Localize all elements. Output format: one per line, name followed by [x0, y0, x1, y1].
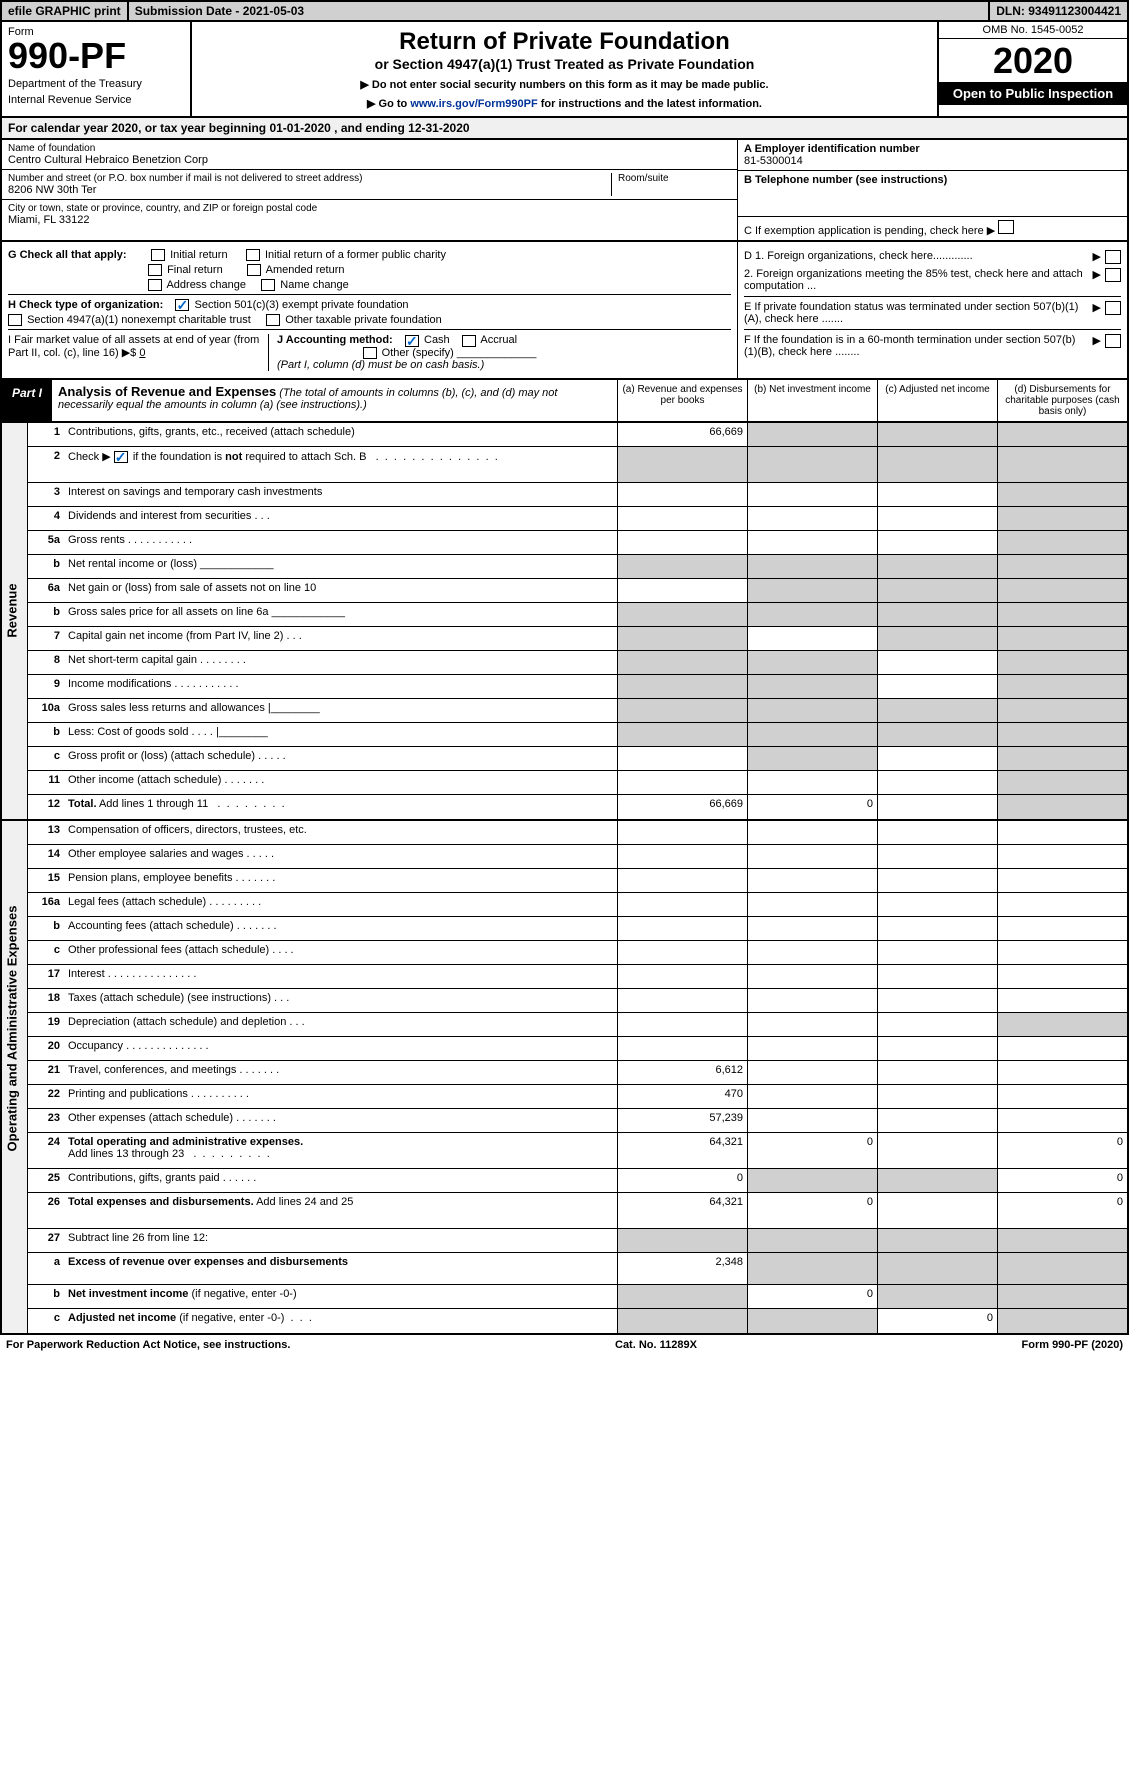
sch-b-checkbox[interactable] [114, 451, 128, 463]
footer-center: Cat. No. 11289X [615, 1339, 697, 1351]
4947-checkbox[interactable] [8, 314, 22, 326]
exemption-checkbox[interactable] [998, 220, 1014, 234]
final-return-checkbox[interactable] [148, 264, 162, 276]
form-header: Form 990-PF Department of the Treasury I… [0, 22, 1129, 118]
501c3-checkbox[interactable] [175, 299, 189, 311]
calendar-year-line: For calendar year 2020, or tax year begi… [0, 118, 1129, 140]
top-bar: efile GRAPHIC print Submission Date - 20… [0, 0, 1129, 22]
ein-value: 81-5300014 [744, 155, 803, 167]
revenue-side-label: Revenue [5, 570, 20, 650]
cash-checkbox[interactable] [405, 335, 419, 347]
col-b-header: (b) Net investment income [747, 380, 877, 421]
dept-irs: Internal Revenue Service [8, 94, 184, 106]
e-label: E If private foundation status was termi… [744, 301, 1089, 325]
efile-label: efile GRAPHIC print [2, 2, 129, 20]
other-method-checkbox[interactable] [363, 347, 377, 359]
f-checkbox[interactable] [1105, 334, 1121, 348]
j-label: J Accounting method: [277, 334, 393, 346]
omb-number: OMB No. 1545-0052 [939, 22, 1127, 39]
form-note1: ▶ Do not enter social security numbers o… [198, 78, 931, 91]
i-label: I Fair market value of all assets at end… [8, 334, 259, 359]
col-d-header: (d) Disbursements for charitable purpose… [997, 380, 1127, 421]
ein-label: A Employer identification number [744, 143, 920, 155]
page-footer: For Paperwork Reduction Act Notice, see … [0, 1335, 1129, 1355]
dept-treasury: Department of the Treasury [8, 78, 184, 90]
form-subtitle: or Section 4947(a)(1) Trust Treated as P… [198, 56, 931, 72]
open-to-public: Open to Public Inspection [939, 82, 1127, 105]
i-value: 0 [139, 347, 145, 359]
footer-left: For Paperwork Reduction Act Notice, see … [6, 1339, 290, 1351]
form-number: 990-PF [8, 38, 184, 74]
name-label: Name of foundation [8, 143, 731, 154]
addr-label: Number and street (or P.O. box number if… [8, 173, 611, 184]
dln: DLN: 93491123004421 [990, 2, 1127, 20]
foundation-name: Centro Cultural Hebraico Benetzion Corp [8, 154, 731, 166]
address-change-checkbox[interactable] [148, 279, 162, 291]
part1-header: Part I Analysis of Revenue and Expenses … [0, 380, 1129, 423]
expenses-side-label: Operating and Administrative Expenses [5, 898, 20, 1158]
accrual-checkbox[interactable] [462, 335, 476, 347]
phone-label: B Telephone number (see instructions) [744, 174, 947, 186]
initial-return-checkbox[interactable] [151, 249, 165, 261]
j-note: (Part I, column (d) must be on cash basi… [277, 359, 484, 371]
d2-checkbox[interactable] [1105, 268, 1121, 282]
expenses-table: Operating and Administrative Expenses 13… [0, 821, 1129, 1335]
footer-right: Form 990-PF (2020) [1022, 1339, 1124, 1351]
part1-label: Part I [2, 380, 52, 421]
d1-label: D 1. Foreign organizations, check here..… [744, 250, 1089, 264]
irs-link[interactable]: www.irs.gov/Form990PF [410, 98, 537, 110]
col-a-header: (a) Revenue and expenses per books [617, 380, 747, 421]
g-label: G Check all that apply: [8, 249, 127, 261]
city-label: City or town, state or province, country… [8, 203, 731, 214]
form-note2: ▶ Go to www.irs.gov/Form990PF for instru… [198, 97, 931, 110]
check-section: G Check all that apply: Initial return I… [0, 242, 1129, 380]
exemption-pending-label: C If exemption application is pending, c… [744, 225, 984, 237]
city-state-zip: Miami, FL 33122 [8, 214, 731, 226]
d1-checkbox[interactable] [1105, 250, 1121, 264]
form-title-block: Return of Private Foundation or Section … [192, 22, 937, 116]
tax-year: 2020 [939, 39, 1127, 82]
other-taxable-checkbox[interactable] [266, 314, 280, 326]
form-year-block: OMB No. 1545-0052 2020 Open to Public In… [937, 22, 1127, 116]
submission-date: Submission Date - 2021-05-03 [129, 2, 991, 20]
identification-block: Name of foundation Centro Cultural Hebra… [0, 140, 1129, 242]
h-label: H Check type of organization: [8, 299, 163, 311]
room-label: Room/suite [618, 173, 731, 184]
initial-former-checkbox[interactable] [246, 249, 260, 261]
d2-label: 2. Foreign organizations meeting the 85%… [744, 268, 1089, 292]
name-change-checkbox[interactable] [261, 279, 275, 291]
f-label: F If the foundation is in a 60-month ter… [744, 334, 1089, 358]
e-checkbox[interactable] [1105, 301, 1121, 315]
form-title: Return of Private Foundation [198, 28, 931, 56]
form-id-block: Form 990-PF Department of the Treasury I… [2, 22, 192, 116]
col-c-header: (c) Adjusted net income [877, 380, 997, 421]
street-address: 8206 NW 30th Ter [8, 184, 611, 196]
part1-title: Analysis of Revenue and Expenses (The to… [52, 380, 617, 421]
amended-return-checkbox[interactable] [247, 264, 261, 276]
revenue-table: Revenue 1Contributions, gifts, grants, e… [0, 423, 1129, 821]
